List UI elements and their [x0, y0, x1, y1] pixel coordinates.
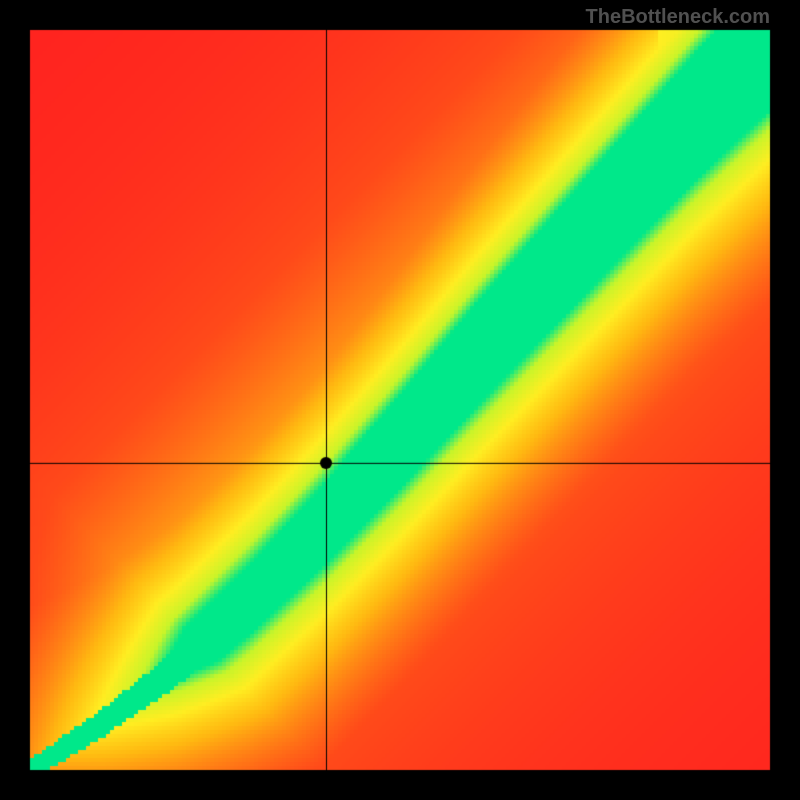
watermark-text: TheBottleneck.com [586, 6, 770, 29]
heatmap-canvas [0, 0, 800, 800]
figure-root: TheBottleneck.com [0, 0, 800, 800]
